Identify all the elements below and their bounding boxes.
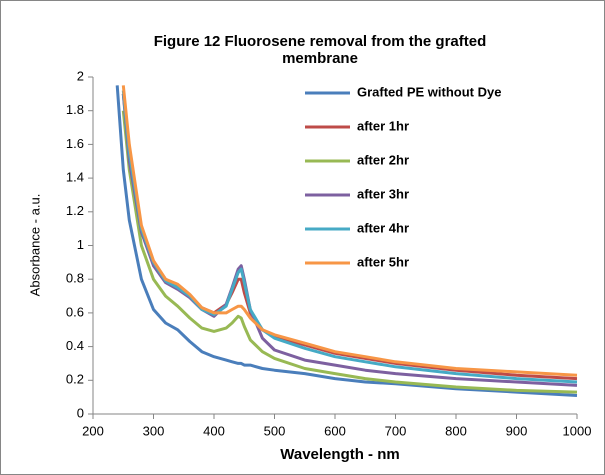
- chart-title: Figure 12 Fluorosene removal from the gr…: [153, 33, 487, 67]
- y-tick-label: 1.6: [66, 136, 84, 151]
- y-tick-label: 0: [77, 405, 84, 420]
- legend-label: after 5hr: [357, 254, 409, 269]
- y-axis-title: Absorbance - a.u.: [27, 194, 42, 297]
- y-tick-label: 0.8: [66, 271, 84, 286]
- series-line: [115, 85, 578, 397]
- series-line: [121, 85, 578, 377]
- y-tick-label: 1: [77, 237, 84, 252]
- y-tick-label: 1.4: [66, 170, 84, 185]
- x-tick-label: 500: [264, 423, 286, 438]
- x-tick-label: 400: [203, 423, 225, 438]
- series-line: [121, 110, 578, 394]
- x-tick-label: 600: [324, 423, 346, 438]
- x-tick-label: 300: [143, 423, 165, 438]
- y-tick-label: 1.8: [66, 102, 84, 117]
- y-tick-label: 2: [77, 68, 84, 83]
- x-tick-label: 800: [445, 423, 467, 438]
- legend-label: after 3hr: [357, 186, 409, 201]
- x-tick-label: 1000: [563, 423, 592, 438]
- legend-label: after 1hr: [357, 118, 409, 133]
- y-tick-label: 0.6: [66, 304, 84, 319]
- x-tick-label: 700: [385, 423, 407, 438]
- legend-label: Grafted PE without Dye: [357, 84, 501, 99]
- legend-label: after 4hr: [357, 220, 409, 235]
- legend-label: after 2hr: [357, 152, 409, 167]
- x-tick-label: 200: [82, 423, 104, 438]
- x-tick-label: 900: [506, 423, 528, 438]
- y-tick-label: 0.2: [66, 372, 84, 387]
- y-tick-label: 1.2: [66, 203, 84, 218]
- x-axis-title: Wavelength - nm: [280, 446, 399, 463]
- y-tick-label: 0.4: [66, 338, 84, 353]
